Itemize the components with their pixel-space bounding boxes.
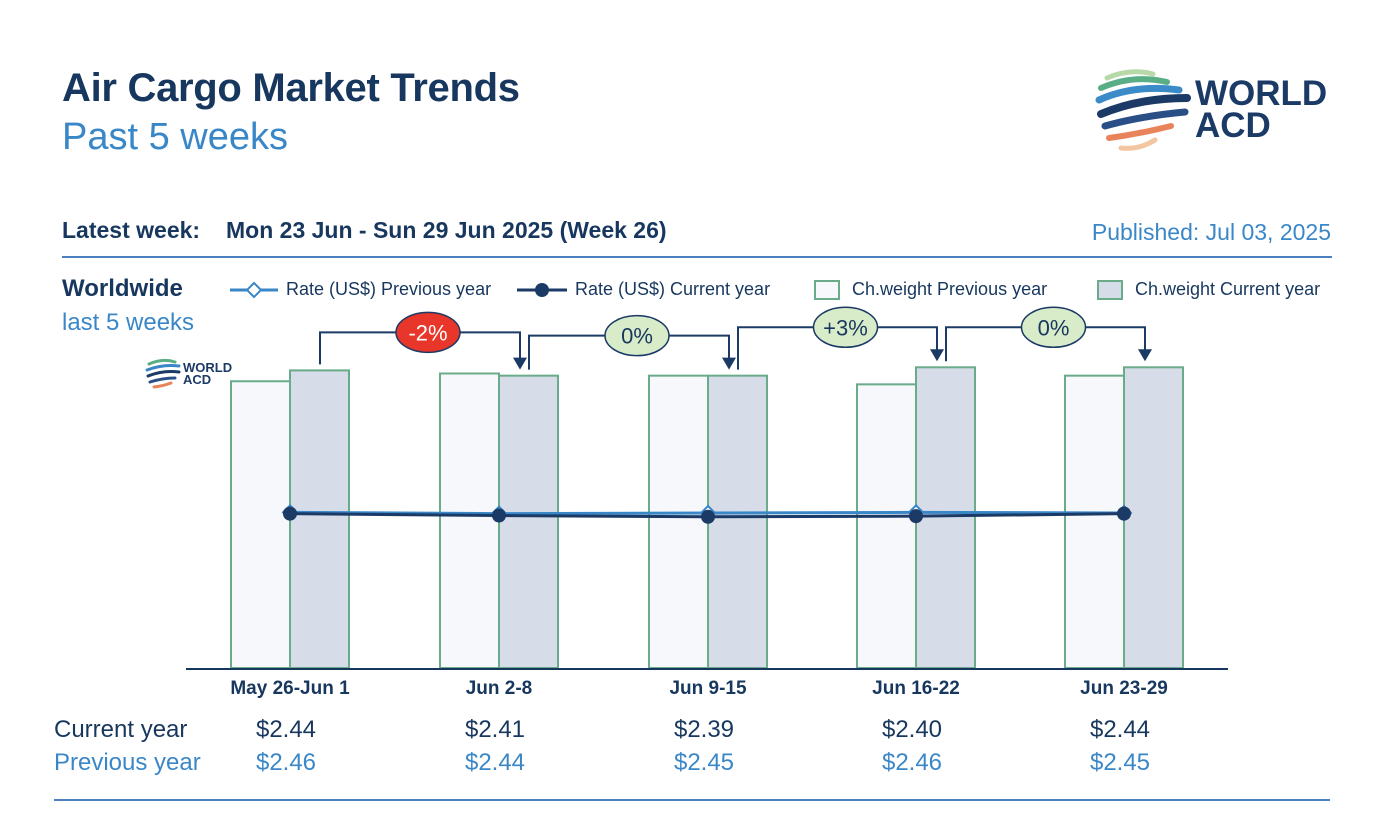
change-badge-label: +3%	[823, 315, 868, 340]
legend-rate-cur-label: Rate (US$) Current year	[575, 279, 771, 299]
previous-year-label: Previous year	[54, 749, 201, 776]
rate-current-value: $2.44	[255, 716, 317, 743]
legend-rate-prev-label: Rate (US$) Previous year	[286, 279, 492, 299]
rate-previous-value: $2.45	[1089, 749, 1151, 776]
rate-previous-value: $2.46	[881, 749, 943, 776]
rate-current-value: $2.40	[881, 716, 943, 743]
header-divider	[62, 256, 1332, 258]
bar-weight-prev	[856, 383, 917, 669]
page-subtitle: Past 5 weeks	[62, 116, 288, 158]
point-rate-cur	[909, 509, 923, 524]
logo-text-world: WORLD	[1195, 74, 1328, 113]
rate-previous-value: $2.45	[673, 749, 735, 776]
change-badge-label: 0%	[621, 324, 653, 349]
latest-week-value: Mon 23 Jun - Sun 29 Jun 2025 (Week 26)	[226, 217, 667, 243]
rate-current-value: $2.41	[464, 716, 526, 743]
bar-weight-cur	[1123, 366, 1184, 669]
rate-previous-value: $2.46	[255, 749, 317, 776]
x-tick-label: Jun 9-15	[669, 678, 747, 699]
world-acd-logo: WORLD ACD	[1095, 68, 1335, 158]
change-badge	[1020, 306, 1087, 349]
rate-current-value: $2.39	[673, 716, 735, 743]
mini-logo-text-acd: ACD	[183, 372, 212, 387]
point-rate-cur	[492, 508, 506, 523]
legend-weight-cur-label: Ch.weight Current year	[1135, 279, 1321, 299]
point-rate-cur	[701, 509, 715, 524]
change-badge	[812, 306, 879, 349]
legend-rate-cur: Rate (US$) Current year	[517, 279, 770, 300]
line-dot-icon	[517, 282, 567, 297]
legend-rate-prev: Rate (US$) Previous year	[230, 279, 491, 300]
bar-weight-cur	[498, 374, 559, 669]
latest-week-label: Latest week:	[62, 217, 201, 243]
legend-weight-cur: Ch.weight Current year	[1097, 279, 1320, 300]
swatch-weight-cur-icon	[1097, 279, 1123, 300]
logo-swoosh-icon	[1095, 69, 1191, 151]
published-date: Published: Jul 03, 2025	[1091, 219, 1331, 245]
bar-weight-prev	[1064, 374, 1125, 669]
region-label: Worldwide	[62, 275, 183, 302]
bar-weight-cur	[915, 366, 976, 669]
x-tick-label: Jun 2-8	[465, 678, 533, 699]
page-title: Air Cargo Market Trends	[62, 66, 520, 110]
swatch-weight-prev-icon	[814, 279, 840, 300]
bar-weight-prev	[648, 374, 709, 669]
change-badge	[604, 314, 670, 357]
bar-weight-cur	[707, 374, 768, 669]
current-year-label: Current year	[54, 716, 188, 743]
bar-weight-cur	[289, 369, 350, 669]
x-tick-label: Jun 16-22	[872, 678, 960, 699]
period-label: last 5 weeks	[62, 309, 195, 336]
arrow-down-icon	[1138, 349, 1152, 362]
mini-world-acd-logo: WORLD ACD	[145, 356, 245, 396]
arrow-down-icon	[722, 357, 736, 370]
change-badge	[395, 311, 461, 354]
rate-current-value: $2.44	[1089, 716, 1151, 743]
x-tick-label: May 26-Jun 1	[230, 678, 350, 699]
line-diamond-icon	[230, 281, 278, 298]
legend-weight-prev: Ch.weight Previous year	[814, 279, 1047, 300]
point-rate-cur	[283, 506, 297, 521]
mini-logo-swoosh-icon	[145, 358, 181, 389]
change-badge-label: -2%	[408, 320, 447, 345]
bar-weight-prev	[439, 372, 500, 669]
mini-logo-text-world: WORLD	[183, 360, 233, 375]
change-badge-label: 0%	[1038, 315, 1070, 340]
arrow-down-icon	[930, 349, 944, 362]
logo-text-acd: ACD	[1195, 106, 1271, 145]
point-rate-cur	[1117, 506, 1131, 521]
footer-divider	[54, 799, 1330, 801]
rate-previous-value: $2.44	[464, 749, 526, 776]
latest-week: Latest week: Mon 23 Jun - Sun 29 Jun 2025…	[62, 217, 667, 244]
x-tick-label: Jun 23-29	[1080, 678, 1168, 699]
arrow-down-icon	[513, 357, 527, 370]
legend-weight-prev-label: Ch.weight Previous year	[852, 279, 1048, 299]
bar-weight-prev	[230, 380, 291, 669]
